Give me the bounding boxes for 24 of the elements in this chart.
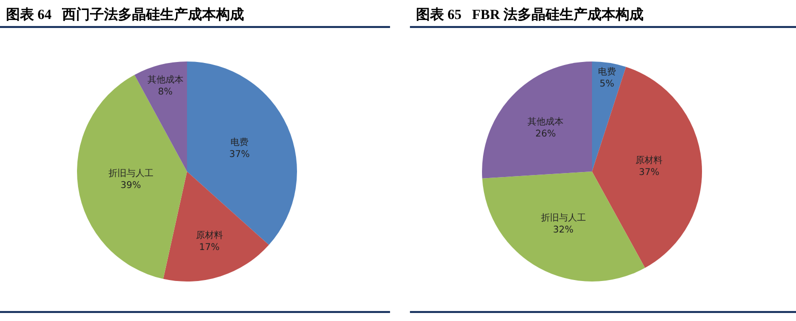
pie-slice [482, 62, 592, 178]
data-label: 8% [158, 86, 173, 98]
slice-label: 其他成本 [528, 116, 564, 128]
chart-title: 图表 65 FBR 法多晶硅生产成本构成 [416, 6, 644, 23]
pie-slice [163, 172, 269, 282]
slice-label: 原材料 [196, 230, 223, 241]
slice-label: 折旧与人工 [540, 212, 586, 224]
data-label: 17% [199, 242, 220, 253]
pie-slice [592, 66, 702, 268]
data-label: 37% [638, 166, 660, 178]
slice-label: 其他成本 [147, 74, 184, 86]
slice-label: 原材料 [636, 154, 663, 166]
data-label: 26% [535, 128, 556, 140]
slice-label: 电费 [230, 136, 248, 148]
pie-slice [592, 62, 626, 172]
pie-slice [187, 62, 297, 245]
data-label: 37% [229, 148, 250, 160]
data-label: 32% [553, 224, 574, 236]
slice-label: 电费 [598, 66, 616, 78]
chart-title: 图表 64 西门子法多晶硅生产成本构成 [6, 6, 244, 23]
slice-label: 折旧与人工 [108, 168, 154, 180]
pie-slice [77, 74, 187, 279]
data-label: 5% [600, 78, 614, 90]
data-label: 39% [120, 180, 142, 192]
